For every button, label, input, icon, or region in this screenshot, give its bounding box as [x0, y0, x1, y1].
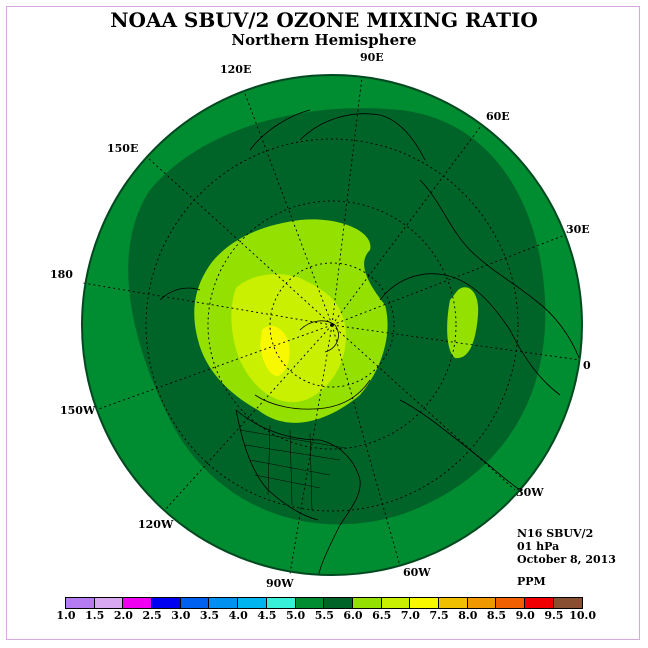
colorbar-tick-label: 1.5 — [85, 609, 105, 622]
contour-7-5-8-0 — [260, 325, 290, 376]
figure-frame — [6, 6, 640, 640]
colorbar-tick-label: 9.5 — [544, 609, 564, 622]
colorbar-swatch — [94, 598, 124, 608]
colorbar-tick-label: 3.5 — [199, 609, 220, 622]
lon-label-90e: 90E — [360, 51, 384, 64]
colorbar-swatch — [525, 598, 554, 608]
lon-label-120w: 120W — [138, 518, 174, 531]
colorbar-swatch — [238, 598, 267, 608]
colorbar-swatch — [266, 598, 296, 608]
map-border — [81, 74, 583, 576]
colorbar-tick-label: 9.0 — [515, 609, 535, 622]
instrument-label: N16 SBUV/2 — [517, 527, 594, 540]
colorbar-swatch — [123, 598, 153, 608]
colorbar-swatch — [352, 598, 382, 608]
colorbar-tick-label: 6.0 — [343, 609, 363, 622]
map-title: NOAA SBUV/2 OZONE MIXING RATIO — [110, 8, 538, 32]
lon-label-150e: 150E — [107, 142, 139, 155]
contour-7-0-7-5 — [231, 274, 346, 403]
colorbar-swatch — [438, 598, 468, 608]
colorbar-tick-label: 2.5 — [142, 609, 162, 622]
lon-label-180: 180 — [50, 268, 73, 281]
colorbar-swatch — [553, 598, 583, 608]
colorbar-swatch — [152, 598, 181, 608]
lon-label-0: 0 — [583, 359, 591, 372]
lon-label-90w: 90W — [266, 577, 294, 590]
lon-label-150w: 150W — [60, 404, 96, 417]
lon-label-60w: 60W — [403, 566, 431, 579]
colorbar-tick-label: 5.0 — [286, 609, 306, 622]
colorbar-tick-label: 6.5 — [372, 609, 392, 622]
colorbar-tick-label: 5.5 — [314, 609, 334, 622]
coastlines — [159, 109, 581, 575]
colorbar-tick-label: 3.0 — [171, 609, 191, 622]
lon-label-30e: 30E — [566, 223, 590, 236]
units-label: PPM — [517, 575, 546, 588]
colorbar-tick-label: 10.0 — [569, 609, 596, 622]
lon-label-120e: 120E — [220, 63, 252, 76]
colorbar-tick-label: 7.5 — [429, 609, 449, 622]
colorbar-tick-label: 2.0 — [113, 609, 133, 622]
date-label: October 8, 2013 — [517, 553, 616, 566]
state-borders — [239, 424, 346, 511]
lon-label-60e: 60E — [486, 110, 510, 123]
colorbar-swatch — [324, 598, 353, 608]
map-subtitle: Northern Hemisphere — [231, 31, 417, 49]
lon-label-30w: 30W — [516, 486, 544, 499]
colorbar-tick-label: 8.5 — [486, 609, 507, 622]
colorbar-swatch — [209, 598, 239, 608]
colorbar-swatch — [410, 598, 439, 608]
colorbar-swatch — [295, 598, 325, 608]
colorbar — [65, 597, 584, 609]
colorbar-swatch — [467, 598, 497, 608]
graticule — [82, 76, 581, 575]
pressure-level-label: 01 hPa — [517, 540, 560, 553]
colorbar-tick-label: 7.0 — [400, 609, 420, 622]
colorbar-swatch — [66, 598, 95, 608]
colorbar-tick-label: 4.5 — [257, 609, 277, 622]
colorbar-tick-label: 1.0 — [56, 609, 76, 622]
colorbar-tick-label: 8.0 — [458, 609, 478, 622]
colorbar-swatch — [180, 598, 210, 608]
colorbar-tick-label: 4.0 — [228, 609, 248, 622]
colorbar-swatch — [381, 598, 411, 608]
info-block: N16 SBUV/2 01 hPa October 8, 2013 — [517, 527, 616, 566]
colorbar-swatch — [496, 598, 525, 608]
